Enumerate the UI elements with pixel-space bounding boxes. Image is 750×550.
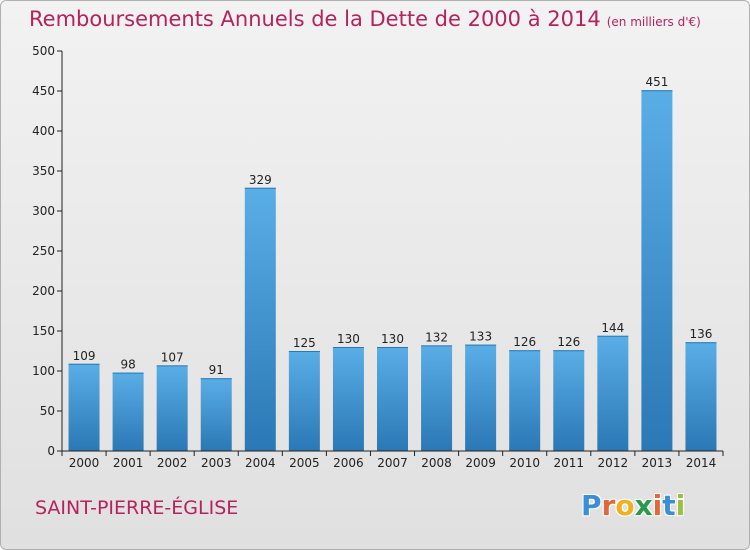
x-tick-label: 2003 — [201, 456, 232, 470]
bar-2000 — [68, 363, 100, 451]
x-tick-label: 2013 — [642, 456, 673, 470]
logo-letter: i — [675, 489, 686, 522]
bar-2003 — [200, 378, 232, 451]
y-tick-label: 500 — [32, 44, 55, 58]
bars-group: 109 98 107 91 329 125 130 130 132 133 126 126 144 451… — [68, 75, 717, 452]
chart-title-text: Remboursements Annuels de la Dette de 20… — [29, 7, 601, 31]
logo-letter: t — [662, 489, 676, 522]
bar-2008 — [421, 345, 453, 451]
y-tick-label: 400 — [32, 124, 55, 138]
y-tick-label: 450 — [32, 84, 55, 98]
x-tick-label: 2010 — [509, 456, 540, 470]
y-tick-label: 50 — [40, 404, 55, 418]
bar-2012 — [597, 335, 629, 451]
bar-2005 — [288, 351, 320, 451]
bar-2006 — [332, 347, 364, 451]
x-tick-label: 2007 — [377, 456, 408, 470]
x-tick-label: 2012 — [598, 456, 629, 470]
logo-letter: o — [615, 489, 635, 522]
logo-letter: i — [652, 489, 663, 522]
x-tick-label: 2011 — [553, 456, 584, 470]
y-tick-label: 150 — [32, 324, 55, 338]
bar-value-label: 133 — [469, 330, 492, 344]
bar-value-label: 125 — [293, 336, 316, 350]
bar-value-label: 132 — [425, 330, 448, 344]
x-tick-label: 2006 — [333, 456, 364, 470]
x-tick-label: 2009 — [465, 456, 496, 470]
bar-value-label: 130 — [381, 332, 404, 346]
y-tick-label: 350 — [32, 164, 55, 178]
bar-value-label: 126 — [513, 335, 536, 349]
bar-value-label: 144 — [601, 321, 624, 335]
bar-2009 — [465, 344, 497, 451]
bar-value-label: 451 — [645, 75, 668, 89]
bar-2004 — [244, 187, 276, 452]
bar-2013 — [641, 90, 673, 451]
bar-value-label: 126 — [557, 335, 580, 349]
x-tick-label: 2005 — [289, 456, 320, 470]
bar-value-label: 130 — [337, 332, 360, 346]
x-tick-label: 2001 — [113, 456, 144, 470]
x-tick-label: 2008 — [421, 456, 452, 470]
y-tick-label: 200 — [32, 284, 55, 298]
bar-2001 — [112, 372, 144, 451]
logo-letter: r — [601, 489, 616, 522]
bar-2002 — [156, 365, 188, 451]
chart-unit: (en milliers d'€) — [606, 15, 701, 29]
x-tick-label: 2004 — [245, 456, 276, 470]
bar-value-label: 107 — [161, 350, 184, 364]
x-tick-label: 2000 — [69, 456, 100, 470]
bar-value-label: 98 — [120, 358, 135, 372]
logo-letter: x — [634, 489, 653, 522]
location-name: SAINT-PIERRE-ÉGLISE — [35, 497, 239, 519]
y-tick-label: 300 — [32, 204, 55, 218]
y-tick-label: 0 — [47, 444, 55, 458]
x-tick-label: 2014 — [686, 456, 717, 470]
bar-value-label: 136 — [690, 327, 713, 341]
bar-2007 — [377, 347, 408, 451]
y-tick-label: 100 — [32, 364, 55, 378]
bar-value-label: 109 — [73, 349, 96, 363]
chart-title: Remboursements Annuels de la Dette de 20… — [29, 7, 701, 31]
logo-letter: P — [581, 489, 602, 522]
bar-value-label: 91 — [209, 363, 224, 377]
x-tick-label: 2002 — [157, 456, 188, 470]
bar-2014 — [685, 342, 717, 451]
bar-2010 — [509, 350, 541, 451]
axes-group: 0 50 100 150 200 250 300 350 400 450 500 2000 2001 20… — [32, 44, 724, 470]
y-tick-label: 250 — [32, 244, 55, 258]
proxiti-logo: Proxiti — [581, 489, 685, 522]
bar-2011 — [553, 350, 585, 451]
bar-value-label: 329 — [249, 173, 272, 187]
